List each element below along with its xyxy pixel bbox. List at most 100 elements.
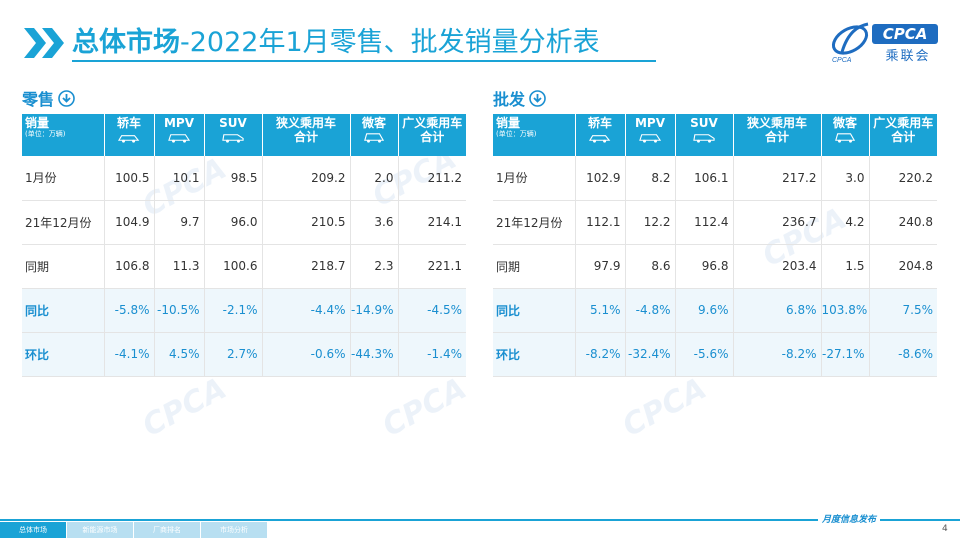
table-cell: -4.4% [262,288,351,333]
table-cell: 112.4 [675,200,734,245]
footer-tab[interactable]: 市场分析 [201,522,267,538]
table-cell: 102.9 [575,156,626,201]
table-cell: 8.6 [625,244,676,289]
table-cell: -44.3% [350,332,399,377]
suv-icon [222,134,244,143]
column-header: 轿车 [104,114,155,156]
watermark-logo: CPCA [617,371,713,444]
table-cell: -14.9% [350,288,399,333]
column-header: 轿车 [575,114,626,156]
logo-mark-text: CPCA [832,57,852,64]
sales-table: 销量 (单位：万辆) 轿车 MPV SUV 狭义乘用车 合计 微客 广义乘用车 合计 1月份 100.… [22,114,466,377]
table-row: 同比 -5.8% -10.5% -2.1% -4.4% -14.9% -4.5% [22,288,466,333]
table-cell: 204.8 [869,244,937,289]
column-header: 微客 [350,114,399,156]
table-cell: 6.8% [733,288,822,333]
section-title-text: 批发 [493,90,526,109]
table-cell: 9.6% [675,288,734,333]
title-underline [72,60,656,62]
table-cell: 221.1 [398,244,466,289]
column-header: 广义乘用车 合计 [398,114,466,156]
table-cell: -5.6% [675,332,734,377]
column-header-label: 微客 [361,116,386,130]
logo-cn-text: 乘联会 [885,49,931,64]
table-cell: -27.1% [821,332,870,377]
down-arrow-circle-icon [529,89,546,107]
section-title: 零售 [22,86,466,110]
table-cell: -32.4% [625,332,676,377]
table-cell: -8.2% [575,332,626,377]
column-header: 广义乘用车 合计 [869,114,937,156]
table-row: 同期 97.9 8.6 96.8 203.4 1.5 204.8 [493,244,937,289]
wholesale-section: 批发 销量 (单位：万辆) 轿车 MPV SUV 狭义乘用车 合计 微客 广义乘用车 合计 1月份 10… [493,86,937,377]
table-cell: 211.2 [398,156,466,201]
column-header-label: 广义乘用车 [402,116,463,130]
minivan-icon [364,133,385,143]
table-row: 同期 106.8 11.3 100.6 218.7 2.3 221.1 [22,244,466,289]
section-title: 批发 [493,86,937,110]
page-title: 总体市场-2022年1月零售、批发销量分析表 [72,26,600,60]
table-cell: -0.6% [262,332,351,377]
cpca-swirl-icon: CPCA [831,22,869,64]
column-header: 微客 [821,114,870,156]
table-cell: 106.8 [104,244,155,289]
row-label: 同期 [22,244,105,289]
table-cell: 3.0 [821,156,870,201]
section-title-text: 零售 [22,90,55,109]
table-cell: 104.9 [104,200,155,245]
column-header-label: 微客 [832,116,857,130]
double-chevron-icon [24,28,64,58]
table-cell: 2.7% [204,332,263,377]
table-cell: 218.7 [262,244,351,289]
table-cell: 8.2 [625,156,676,201]
column-header-label: 狭义乘用车 [746,116,807,130]
column-header-label: MPV [634,116,666,130]
table-cell: -4.5% [398,288,466,333]
table-cell: 240.8 [869,200,937,245]
table-cell: 5.1% [575,288,626,333]
table-cell: 1.5 [821,244,870,289]
column-header-label: SUV [219,116,247,130]
column-header: SUV [204,114,263,156]
cpca-logo: CPCA CPCA 乘联会 [828,18,940,64]
column-header: 狭义乘用车 合计 [262,114,351,156]
table-row: 21年12月份 104.9 9.7 96.0 210.5 3.6 214.1 [22,200,466,245]
table-cell: -1.4% [398,332,466,377]
table-cell: 11.3 [154,244,205,289]
column-header-label: 广义乘用车 [873,116,934,130]
row-label: 21年12月份 [493,200,576,245]
table-cell: 10.1 [154,156,205,201]
footer-tab[interactable]: 新能源市场 [67,522,133,538]
row-label: 环比 [22,332,105,377]
table-cell: 4.2 [821,200,870,245]
column-header-label: 轿车 [116,116,141,130]
suv-icon [693,134,715,143]
table-cell: 12.2 [625,200,676,245]
table-cell: 106.1 [675,156,734,201]
mpv-icon [168,134,191,143]
logo-badge: CPCA [872,24,938,44]
column-header-unit: (单位：万辆) [25,130,66,138]
table-cell: 100.5 [104,156,155,201]
row-label: 同比 [22,288,105,333]
row-label: 1月份 [22,156,105,201]
column-header: MPV [625,114,676,156]
footer-tab[interactable]: 总体市场 [0,522,66,538]
footer-note: 月度信息发布 [818,512,881,525]
table-header-row: 销量 (单位：万辆) 轿车 MPV SUV 狭义乘用车 合计 微客 广义乘用车 合计 [22,114,466,156]
row-label: 同期 [493,244,576,289]
table-cell: 217.2 [733,156,822,201]
column-header: SUV [675,114,734,156]
table-cell: 203.4 [733,244,822,289]
column-header-unit: (单位：万辆) [496,130,537,138]
footer-tab[interactable]: 厂商排名 [134,522,200,538]
footer-nav: 总体市场 新能源市场 厂商排名 市场分析 [0,522,268,538]
table-cell: -4.8% [625,288,676,333]
table-cell: 96.8 [675,244,734,289]
table-cell: 112.1 [575,200,626,245]
page-title-rest: -2022年1月零售、批发销量分析表 [180,27,600,58]
table-cell: 97.9 [575,244,626,289]
column-header-label: 狭义乘用车 [275,116,336,130]
sedan-icon [588,135,611,143]
table-cell: 96.0 [204,200,263,245]
